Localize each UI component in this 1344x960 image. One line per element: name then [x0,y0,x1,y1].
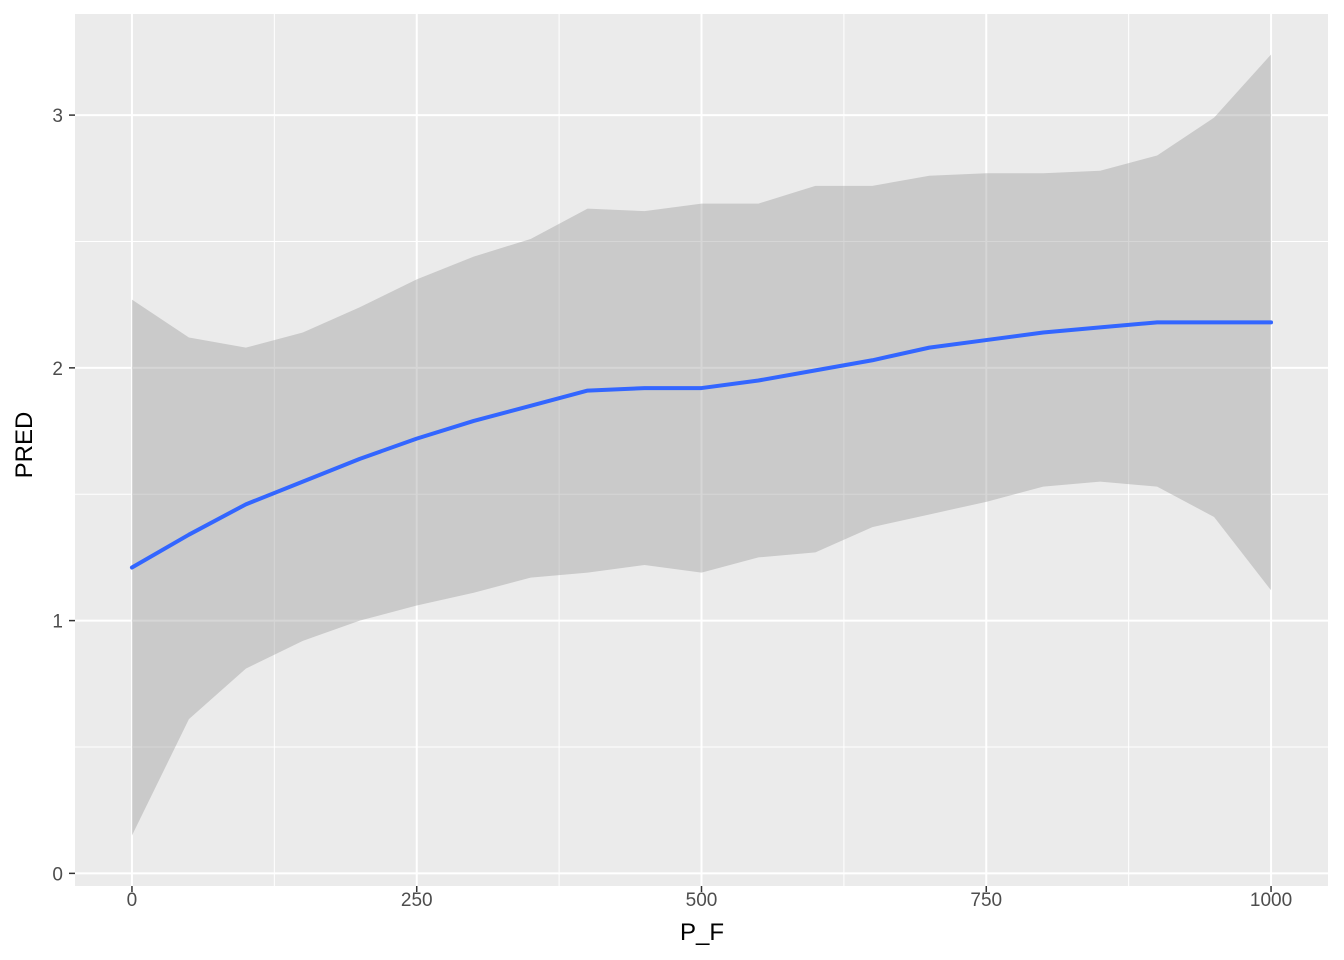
grid [75,14,1328,886]
y-tick-label: 3 [52,106,63,127]
y-tick-label: 1 [52,612,63,633]
confidence-band [131,54,1272,836]
y-tick-label: 0 [52,864,63,885]
marks [129,54,1274,836]
axes: 0 250 500 750 1000 0 1 2 3 [52,106,1292,911]
x-tick-label: 1000 [1250,890,1292,911]
x-axis-title: P_F [680,919,724,946]
x-tick-label: 750 [970,890,1002,911]
x-tick-label: 0 [127,890,138,911]
y-tick-label: 2 [52,359,63,380]
y-axis-title: PRED [11,412,38,479]
x-tick-label: 250 [401,890,433,911]
smooth-line [129,320,1274,570]
x-tick-label: 500 [686,890,718,911]
